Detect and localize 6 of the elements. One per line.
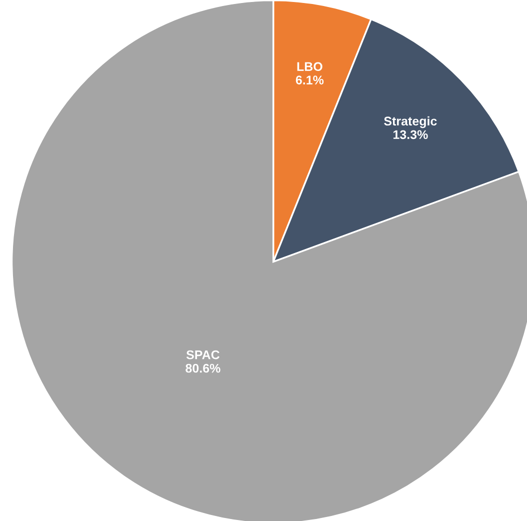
slice-label: LBO xyxy=(297,62,322,72)
slice-label: SPAC xyxy=(186,350,220,360)
data-label: 80.6% xyxy=(186,364,220,373)
data-label: 6.1% xyxy=(296,76,324,84)
slice-label: Strategic xyxy=(384,116,437,128)
data-label: 13.3% xyxy=(393,130,428,140)
